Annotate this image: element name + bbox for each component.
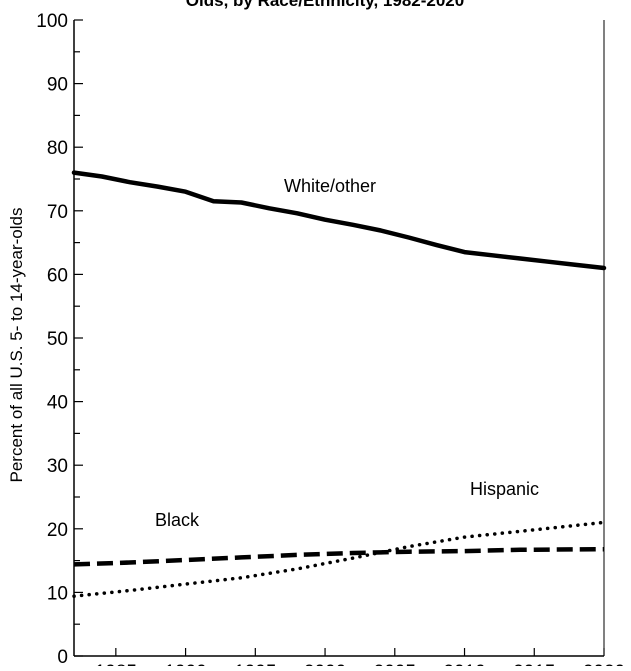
series-label-white-other: White/other	[284, 176, 376, 196]
series-line-hispanic	[72, 520, 606, 598]
tick-group: 0 10 20 30 40 50 60 70 80 90 100 1985 1990 1995 2000 20…	[36, 11, 625, 671]
y-tick-label: 70	[47, 202, 68, 223]
series-label-black: Black	[155, 510, 200, 530]
chart-title: Olds, by Race/Ethnicity, 1982-2020	[186, 0, 464, 10]
series-line-white-other	[71, 170, 607, 271]
series-group	[71, 170, 607, 598]
x-tick-label: 2010	[443, 662, 485, 666]
y-tick-label: 60	[47, 265, 68, 286]
y-tick-label: 90	[47, 75, 68, 96]
x-tick-label: 1995	[234, 662, 276, 666]
y-axis-title: Percent of all U.S. 5- to 14-year-olds	[7, 208, 26, 483]
x-tick-label: 2015	[513, 662, 555, 666]
x-tick-label: 1990	[164, 662, 206, 666]
series-line-black	[73, 546, 605, 567]
y-tick-label: 10	[47, 583, 68, 604]
x-tick-label: 2005	[374, 662, 416, 666]
x-tick-label: 2000	[304, 662, 346, 666]
series-label-hispanic: Hispanic	[470, 479, 539, 499]
y-tick-label: 80	[47, 138, 68, 159]
series-label-group: White/other Black Hispanic	[155, 176, 539, 530]
y-tick-label: 30	[47, 456, 68, 477]
y-tick-label: 40	[47, 393, 68, 414]
x-tick-label: 2020	[583, 662, 625, 666]
x-tick-label: 1985	[95, 662, 137, 666]
y-tick-label: 0	[57, 647, 68, 666]
y-tick-label: 20	[47, 520, 68, 541]
y-tick-label: 100	[36, 11, 68, 32]
y-tick-label: 50	[47, 329, 68, 350]
